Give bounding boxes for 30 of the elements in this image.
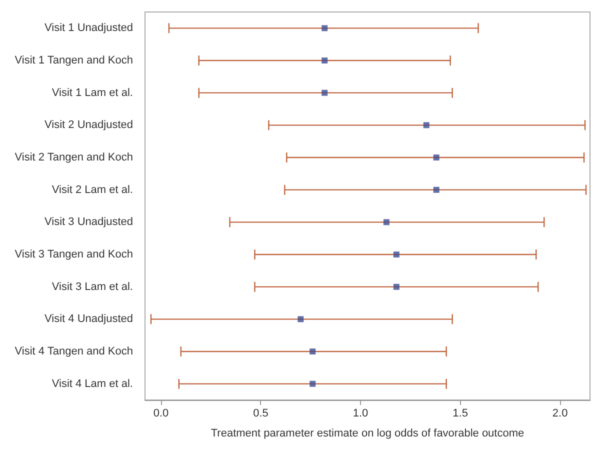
y-tick-label: Visit 2 Lam et al. — [52, 184, 133, 196]
y-tick-label: Visit 1 Unadjusted — [44, 22, 133, 34]
x-tick-label: 0.0 — [153, 408, 169, 420]
y-tick-label: Visit 1 Lam et al. — [52, 86, 133, 99]
point — [383, 219, 390, 226]
point — [393, 252, 400, 258]
y-tick-label: Visit 1 Tangen and Koch — [14, 54, 133, 66]
point — [433, 186, 440, 193]
point — [322, 25, 328, 32]
point — [310, 348, 316, 354]
y-tick-label: Visit 4 Tangen and Koch — [14, 346, 133, 358]
x-tick-label: 1.5 — [452, 408, 468, 420]
y-tick-label: Visit 4 Unadjusted — [44, 313, 133, 326]
y-tick-label: Visit 3 Tangen and Koch — [14, 248, 133, 260]
y-tick-label: Visit 2 Unadjusted — [44, 119, 133, 132]
point — [310, 380, 316, 387]
point — [433, 154, 440, 160]
x-tick-label: 2.0 — [552, 408, 568, 420]
point — [322, 58, 328, 64]
x-tick-label: 1.0 — [352, 408, 368, 420]
y-tick-label: Visit 3 Unadjusted — [44, 216, 133, 228]
y-tick-label: Visit 3 Lam et al. — [52, 280, 133, 293]
point — [423, 122, 430, 128]
x-tick-label: 0.5 — [253, 408, 268, 420]
y-tick-label: Visit 4 Lam et al. — [52, 378, 133, 390]
point — [298, 316, 304, 322]
point — [393, 284, 400, 290]
point — [322, 90, 328, 96]
y-tick-label: Visit 2 Tangen and Koch — [14, 152, 133, 164]
x-axis-title: Treatment parameter estimate on log odds of favorable outcome — [210, 428, 524, 440]
